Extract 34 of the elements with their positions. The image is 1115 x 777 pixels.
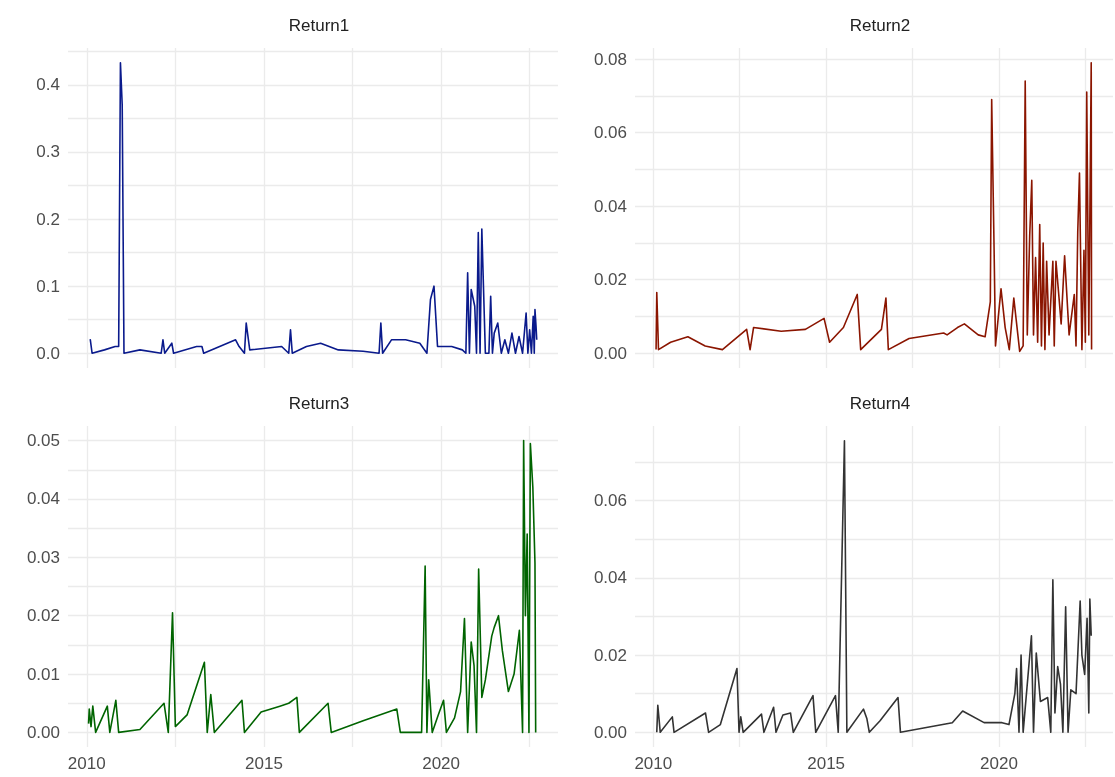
y-tick-label: 0.1 [36,276,60,296]
x-tick-label: 2015 [807,754,846,773]
y-tick-label: 0.03 [26,547,60,567]
chart-title: Return4 [849,394,911,413]
y-tick-label: 0.02 [593,270,627,290]
line-series [88,61,538,355]
x-tick-label: 2015 [245,754,283,773]
line-series [655,439,1093,734]
y-tick-label: 0.00 [593,722,627,742]
y-tick-label: 0.2 [36,209,60,229]
x-tick-label: 2020 [980,754,1018,773]
x-tick-label: 2020 [422,754,460,773]
y-tick-label: 0.06 [593,491,627,511]
y-tick-label: 0.05 [26,431,60,451]
y-tick-label: 0.04 [26,489,60,509]
y-tick-label: 0.4 [36,75,60,95]
y-tick-label: 0.00 [26,722,60,742]
y-tick-label: 0.02 [593,645,627,665]
y-tick-label: 0.04 [593,568,627,588]
y-tick-label: 0.02 [26,606,60,626]
y-tick-label: 0.00 [593,343,627,363]
chart-title: Return1 [288,16,350,35]
line-series [87,439,537,734]
y-tick-label: 0.3 [36,142,60,162]
x-tick-label: 2010 [634,754,673,773]
y-tick-label: 0.04 [593,196,627,216]
chart-title: Return3 [288,394,350,413]
line-series [655,61,1093,353]
x-tick-label: 2010 [67,754,106,773]
y-tick-label: 0.08 [593,49,627,69]
y-tick-label: 0.0 [36,343,60,363]
y-tick-label: 0.01 [26,664,60,684]
y-tick-label: 0.06 [593,123,627,143]
chart-title: Return2 [849,16,911,35]
